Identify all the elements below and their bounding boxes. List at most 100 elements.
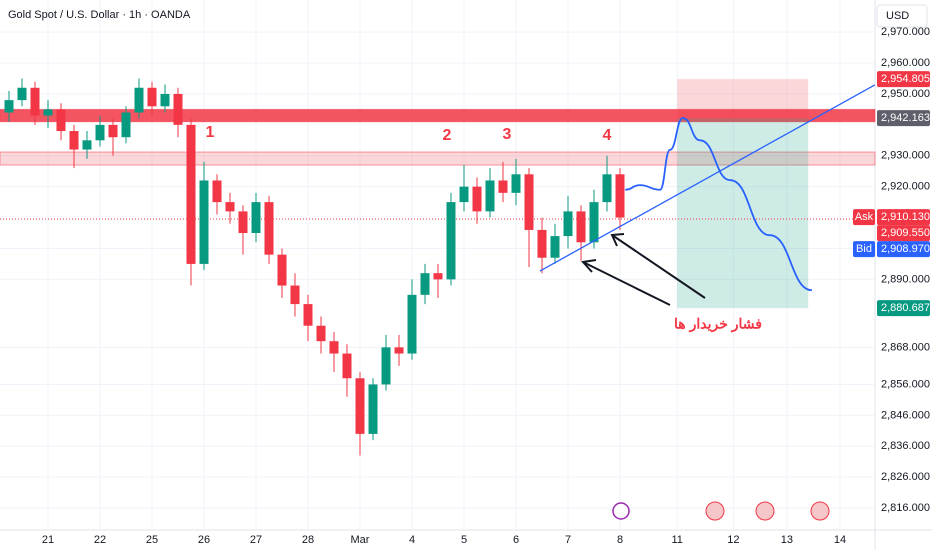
y-tick-label: 2,890.000 <box>881 273 930 285</box>
target-zone <box>677 79 809 119</box>
candle-body <box>407 294 417 354</box>
arrow <box>582 261 671 306</box>
event-icon[interactable] <box>755 501 775 521</box>
candle-body <box>212 180 222 203</box>
candle-body <box>225 202 235 212</box>
price-label-box <box>877 225 930 242</box>
chart-title: Gold Spot / U.S. Dollar · 1h · OANDA <box>8 9 191 21</box>
x-tick-label: 6 <box>513 534 519 546</box>
x-tick-label: Mar <box>351 534 370 546</box>
y-tick-label: 2,856.000 <box>881 378 930 390</box>
candle-body <box>472 186 482 212</box>
candle-body <box>511 174 521 193</box>
candle-body <box>199 180 209 264</box>
candle-body <box>342 353 352 379</box>
x-tick-label: 12 <box>727 534 739 546</box>
price-label-box <box>877 241 930 258</box>
y-tick-label: 2,920.000 <box>881 181 930 193</box>
candle-body <box>563 211 573 237</box>
stop-zone <box>677 118 809 309</box>
candle-body <box>420 273 430 295</box>
x-tick-label: 5 <box>461 534 467 546</box>
x-tick-label: 11 <box>671 534 682 546</box>
price-axis <box>875 0 932 550</box>
candle-body <box>186 124 196 264</box>
candle-body <box>303 304 313 326</box>
x-tick-label: 28 <box>302 534 314 546</box>
y-tick-label: 2,960.000 <box>881 57 930 69</box>
event-icon[interactable] <box>612 502 630 520</box>
candle-body <box>147 87 157 107</box>
candle-body <box>82 140 92 150</box>
candle-body <box>602 174 612 203</box>
y-tick-label: 2,846.000 <box>881 409 930 421</box>
candle-body <box>329 341 339 354</box>
x-tick-label: 27 <box>250 534 262 546</box>
price-label-box <box>877 110 930 127</box>
y-tick-label: 2,836.000 <box>881 440 930 452</box>
annotation: 2 <box>443 127 452 144</box>
candle-body <box>615 174 625 218</box>
x-tick-label: 14 <box>834 534 846 546</box>
arrows <box>581 233 706 306</box>
x-tick-label: 8 <box>617 534 623 546</box>
x-tick-label: 4 <box>409 534 415 546</box>
arrow-head <box>581 259 597 273</box>
candle-body <box>134 87 144 113</box>
candle-body <box>498 180 508 193</box>
currency[interactable]: USD <box>886 10 909 22</box>
event-icon[interactable] <box>705 501 725 521</box>
x-tick-label: 21 <box>42 534 54 546</box>
candle-body <box>576 211 586 243</box>
price-label: 2,880.687 <box>881 302 930 314</box>
y-tick-label: 2,950.000 <box>881 88 930 100</box>
candle-body <box>56 109 66 132</box>
arrow-head <box>610 233 625 247</box>
candle-body <box>290 285 300 305</box>
candle-body <box>433 273 443 280</box>
price-tag-box <box>853 241 875 258</box>
price-label: 2,910.130 <box>881 211 930 223</box>
price-label: 2,908.970 <box>881 243 930 255</box>
zone <box>0 108 876 123</box>
event-icons <box>612 501 830 521</box>
y-tick-label: 2,826.000 <box>881 471 930 483</box>
candle-body <box>30 87 40 116</box>
price-label-box <box>877 209 930 226</box>
candle-body <box>277 254 287 286</box>
candle-body <box>316 325 326 342</box>
candle-body <box>95 124 105 141</box>
annotation: 4 <box>603 127 612 144</box>
price-label: 2,954.805 <box>881 73 930 85</box>
x-tick-label: 26 <box>198 534 210 546</box>
candle-body <box>537 229 547 258</box>
y-tick-label: 2,930.000 <box>881 150 930 162</box>
price-tag-box <box>853 209 875 226</box>
y-tick-label: 2,970.000 <box>881 26 930 38</box>
price-label-box <box>877 71 930 88</box>
event-icon[interactable] <box>810 501 830 521</box>
candle-body <box>446 202 456 280</box>
annotation: 3 <box>503 126 512 143</box>
candle-body <box>43 109 53 116</box>
candle-body <box>160 93 170 107</box>
trendline <box>539 84 876 272</box>
x-tick-label: 7 <box>565 534 571 546</box>
projection <box>625 117 813 292</box>
candle-body <box>368 384 378 434</box>
candle-body <box>69 131 79 150</box>
price-label: 2,942.163 <box>881 112 930 124</box>
x-tick-label: 13 <box>781 534 793 546</box>
currency-box[interactable] <box>876 4 928 28</box>
candle-body <box>173 93 183 125</box>
y-tick-label: 2,816.000 <box>881 502 930 514</box>
x-tick-label: 25 <box>146 534 158 546</box>
price-tag: Ask <box>855 211 874 223</box>
candle-body <box>550 236 560 258</box>
y-tick-label: 2,868.000 <box>881 341 930 353</box>
zone <box>0 151 876 166</box>
candle-body <box>251 202 261 234</box>
